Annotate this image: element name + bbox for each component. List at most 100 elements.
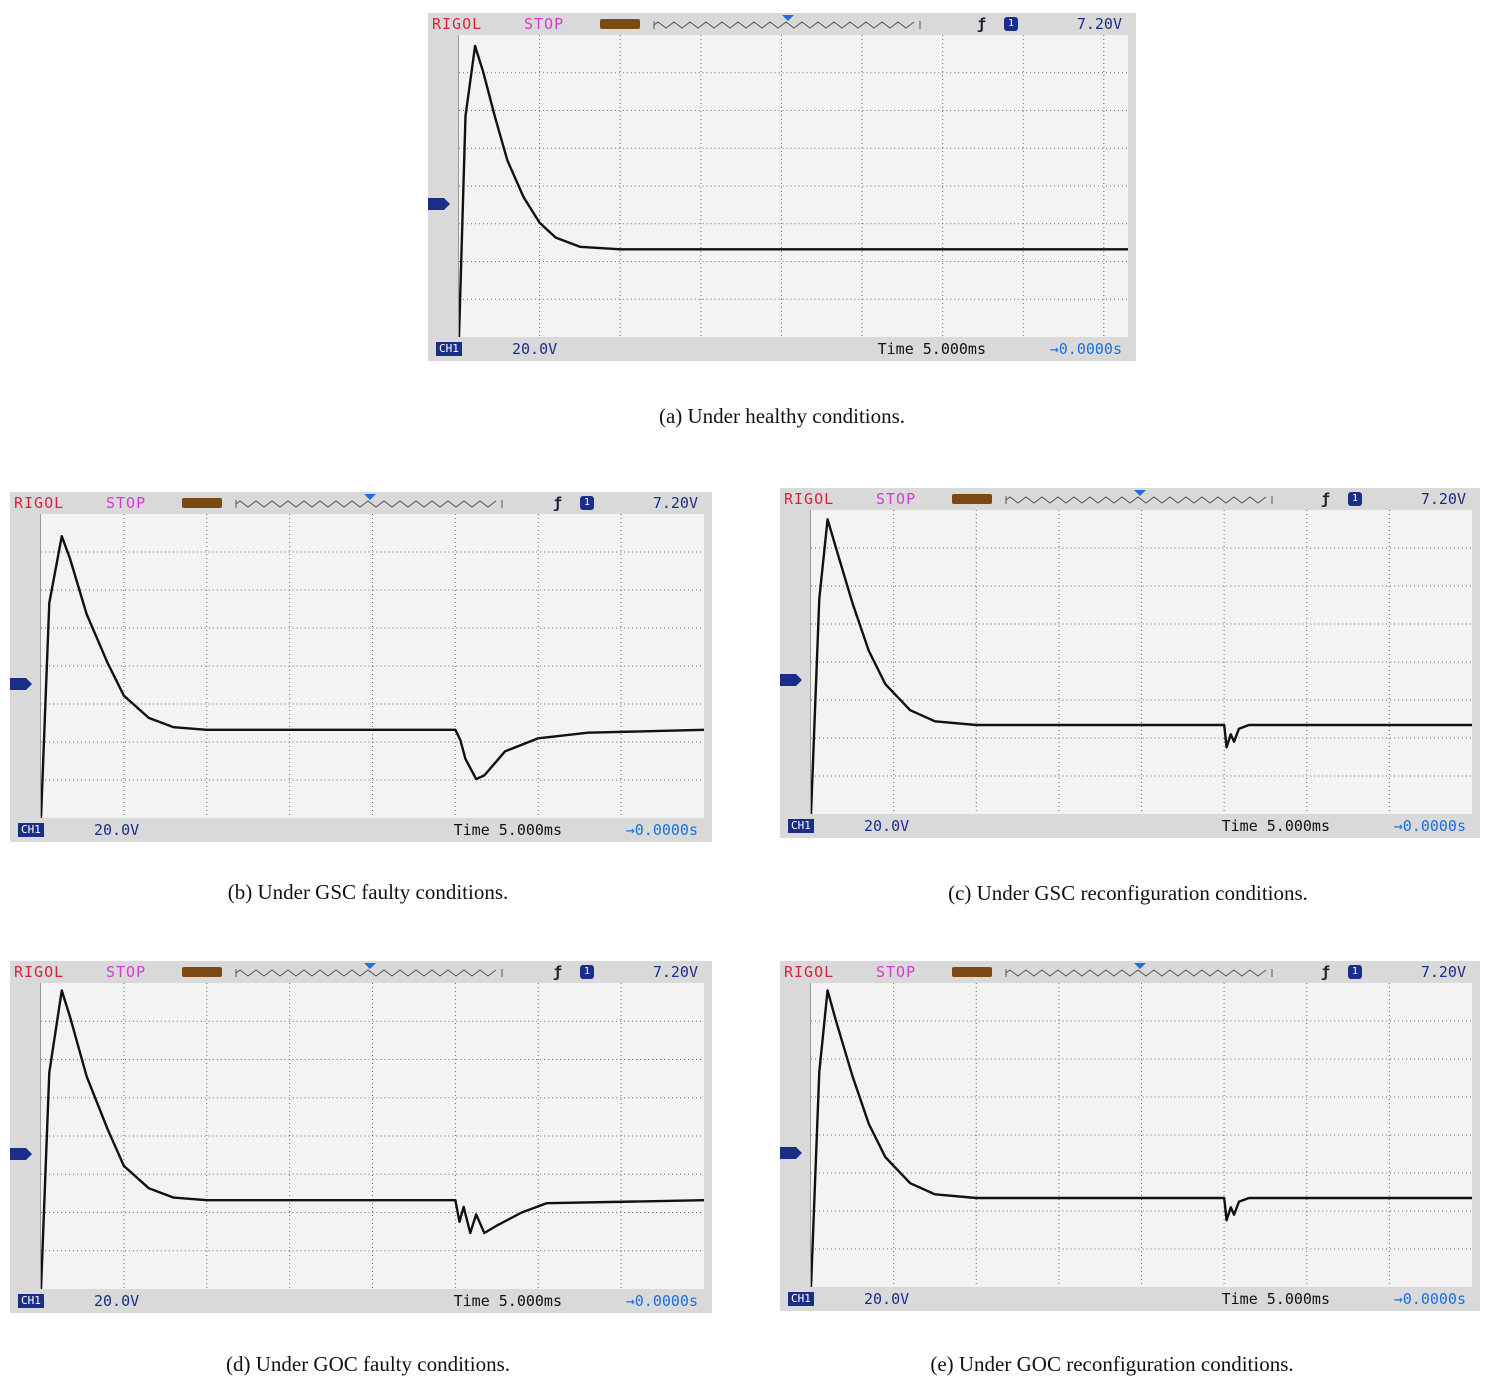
trigger-channel-badge: 1 [580, 496, 594, 510]
caption-c: (c) Under GSC reconfiguration conditions… [948, 881, 1308, 905]
waveform-screen [458, 35, 1128, 337]
volts-per-div: 20.0V [864, 1290, 910, 1308]
status-bar: RIGOL STOP ƒ 1 7.20V [780, 488, 1480, 510]
trigger-edge-icon: ƒ [976, 15, 986, 33]
caption-a: (a) Under healthy conditions. [658, 404, 906, 428]
channel-label: CH1 [18, 1294, 44, 1308]
run-state-label: STOP [106, 494, 147, 512]
memory-depth-bar [182, 967, 222, 977]
trigger-channel-badge: 1 [1004, 17, 1018, 31]
trigger-edge-icon: ƒ [1320, 490, 1330, 508]
oscilloscope: RIGOL STOP ƒ 1 7.20V CH1 20.0V Time 5.000ms →0.0… [428, 13, 1136, 361]
oscilloscope: RIGOL STOP ƒ 1 7.20V CH1 20.0V Time 5.000ms →0.0… [780, 488, 1480, 838]
waveform-plot [41, 514, 704, 818]
scope-panel-a: RIGOL STOP ƒ 1 7.20V CH1 20.0V Time 5.000ms →0.0… [428, 13, 1136, 361]
caption-d: (d) Under GOC faulty conditions. [225, 1352, 511, 1376]
trigger-edge-icon: ƒ [1320, 963, 1330, 981]
scope-panel-d: RIGOL STOP ƒ 1 7.20V CH1 20.0V Time 5.000ms →0.0… [10, 961, 712, 1313]
waveform-plot [459, 35, 1128, 337]
waveform-trace-0 [811, 518, 1472, 814]
time-offset: →0.0000s [625, 821, 698, 839]
trigger-channel-badge: 1 [1348, 492, 1362, 506]
run-state-label: STOP [106, 963, 147, 981]
volts-per-div: 20.0V [94, 1292, 140, 1310]
volts-per-div: 20.0V [864, 817, 910, 835]
run-state-label: STOP [876, 963, 917, 981]
waveform-trace-0 [459, 44, 1128, 337]
channel-ground-marker [780, 1147, 802, 1160]
scope-panel-b: RIGOL STOP ƒ 1 7.20V CH1 20.0V Time 5.000ms →0.0… [10, 492, 712, 842]
oscilloscope: RIGOL STOP ƒ 1 7.20V CH1 20.0V Time 5.000ms →0.0… [10, 492, 712, 842]
waveform-plot [811, 510, 1472, 814]
channel-ground-marker [10, 1148, 32, 1161]
caption-e: (e) Under GOC reconfiguration conditions… [930, 1352, 1294, 1376]
brand-label: RIGOL [432, 15, 483, 33]
channel-label: CH1 [788, 1292, 814, 1306]
run-state-label: STOP [876, 490, 917, 508]
info-bar: CH1 20.0V Time 5.000ms →0.0000s [10, 818, 712, 842]
trigger-level-label: 7.20V [1420, 963, 1466, 981]
channel-label: CH1 [436, 342, 462, 356]
time-offset: →0.0000s [1049, 340, 1122, 358]
record-waveform-icon [653, 15, 921, 29]
channel-label: CH1 [18, 823, 44, 837]
waveform-plot [811, 983, 1472, 1287]
volts-per-div: 20.0V [94, 821, 140, 839]
status-bar: RIGOL STOP ƒ 1 7.20V [10, 492, 712, 514]
record-waveform-icon [235, 963, 503, 977]
record-waveform-icon [1005, 490, 1273, 504]
waveform-trace-0 [41, 989, 704, 1289]
waveform-trace-0 [811, 989, 1472, 1287]
graticule [811, 510, 1472, 814]
waveform-screen [40, 514, 704, 818]
memory-depth-bar [952, 494, 992, 504]
memory-depth-bar [182, 498, 222, 508]
waveform-plot [41, 983, 704, 1289]
channel-ground-marker [10, 678, 32, 691]
time-per-div: Time 5.000ms [453, 1292, 562, 1310]
brand-label: RIGOL [14, 494, 65, 512]
info-bar: CH1 20.0V Time 5.000ms →0.0000s [10, 1289, 712, 1313]
graticule [459, 35, 1128, 337]
trigger-level-label: 7.20V [652, 963, 698, 981]
status-bar: RIGOL STOP ƒ 1 7.20V [428, 13, 1136, 35]
status-bar: RIGOL STOP ƒ 1 7.20V [10, 961, 712, 983]
brand-label: RIGOL [14, 963, 65, 981]
trigger-level-label: 7.20V [1420, 490, 1466, 508]
trigger-edge-icon: ƒ [552, 494, 562, 512]
info-bar: CH1 20.0V Time 5.000ms →0.0000s [780, 814, 1480, 838]
channel-ground-marker [780, 674, 802, 687]
status-bar: RIGOL STOP ƒ 1 7.20V [780, 961, 1480, 983]
caption-b: (b) Under GSC faulty conditions. [227, 880, 509, 904]
volts-per-div: 20.0V [512, 340, 558, 358]
time-per-div: Time 5.000ms [453, 821, 562, 839]
time-per-div: Time 5.000ms [1221, 1290, 1330, 1308]
trigger-level-label: 7.20V [1076, 15, 1122, 33]
record-waveform-icon [1005, 963, 1273, 977]
oscilloscope: RIGOL STOP ƒ 1 7.20V CH1 20.0V Time 5.000ms →0.0… [10, 961, 712, 1313]
time-per-div: Time 5.000ms [1221, 817, 1330, 835]
record-waveform-icon [235, 494, 503, 508]
waveform-screen [810, 510, 1472, 814]
waveform-screen [40, 983, 704, 1289]
memory-depth-bar [600, 19, 640, 29]
trigger-edge-icon: ƒ [552, 963, 562, 981]
trigger-channel-badge: 1 [580, 965, 594, 979]
scope-panel-e: RIGOL STOP ƒ 1 7.20V CH1 20.0V Time 5.000ms →0.0… [780, 961, 1480, 1311]
time-per-div: Time 5.000ms [877, 340, 986, 358]
brand-label: RIGOL [784, 963, 835, 981]
scope-panel-c: RIGOL STOP ƒ 1 7.20V CH1 20.0V Time 5.000ms →0.0… [780, 488, 1480, 838]
info-bar: CH1 20.0V Time 5.000ms →0.0000s [780, 1287, 1480, 1311]
oscilloscope: RIGOL STOP ƒ 1 7.20V CH1 20.0V Time 5.000ms →0.0… [780, 961, 1480, 1311]
time-offset: →0.0000s [1393, 1290, 1466, 1308]
graticule [41, 514, 704, 818]
time-offset: →0.0000s [1393, 817, 1466, 835]
trigger-channel-badge: 1 [1348, 965, 1362, 979]
memory-depth-bar [952, 967, 992, 977]
brand-label: RIGOL [784, 490, 835, 508]
time-offset: →0.0000s [625, 1292, 698, 1310]
graticule [811, 983, 1472, 1287]
run-state-label: STOP [524, 15, 565, 33]
waveform-screen [810, 983, 1472, 1287]
channel-label: CH1 [788, 819, 814, 833]
